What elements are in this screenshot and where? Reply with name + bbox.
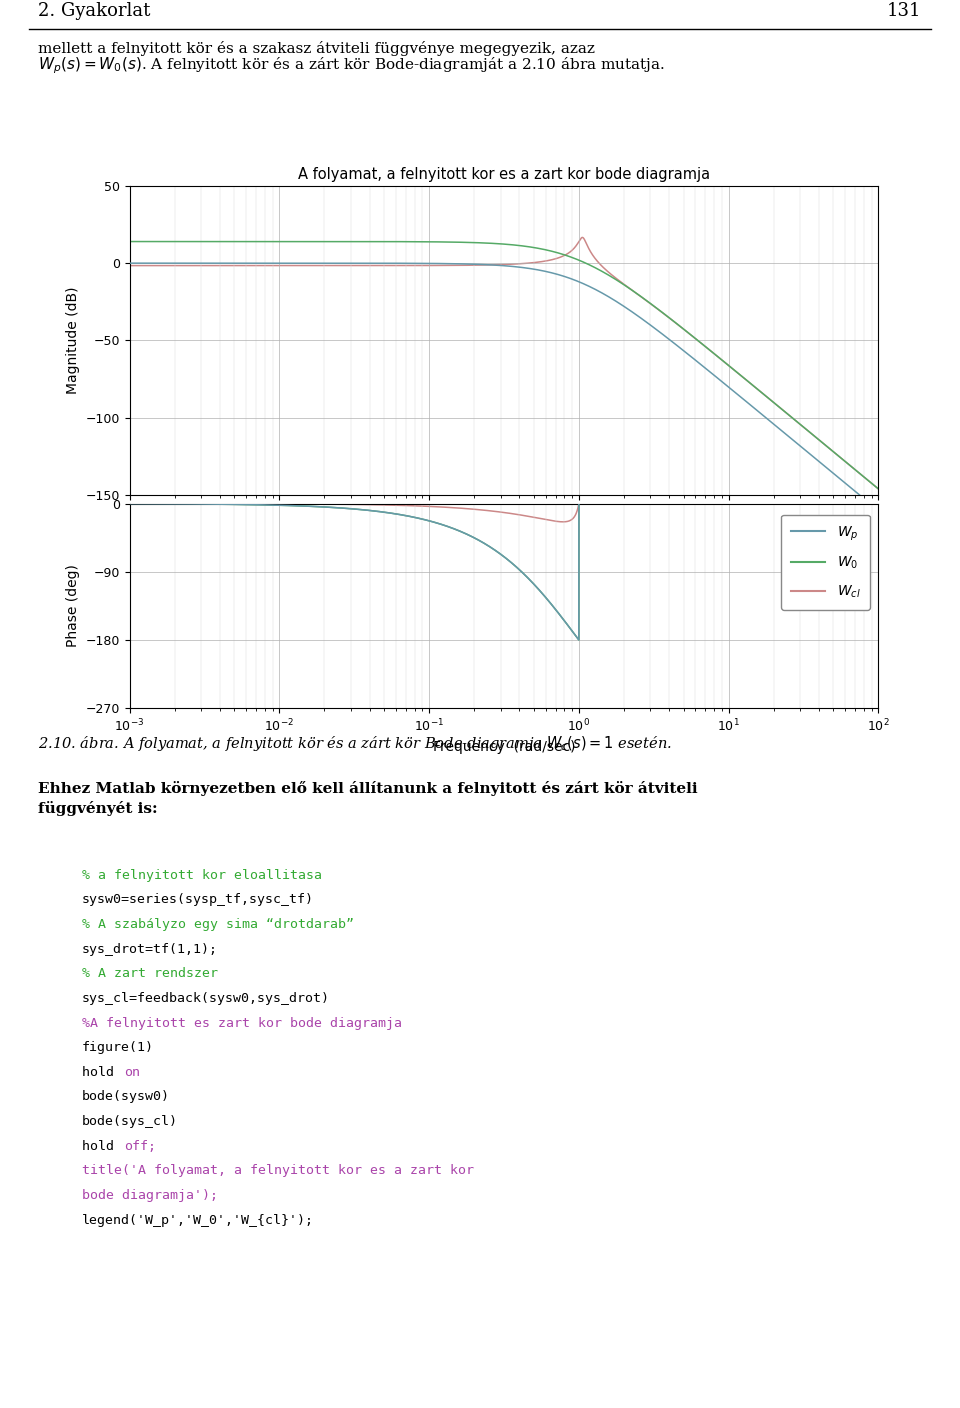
Text: 2. Gyakorlat: 2. Gyakorlat xyxy=(38,1,151,20)
Text: title('A folyamat, a felnyitott kor es a zart kor: title('A folyamat, a felnyitott kor es a… xyxy=(82,1164,473,1177)
Text: figure(1): figure(1) xyxy=(82,1042,154,1055)
Text: % A zart rendszer: % A zart rendszer xyxy=(82,967,218,980)
Text: legend('W_p','W_0','W_{cl}');: legend('W_p','W_0','W_{cl}'); xyxy=(82,1214,314,1226)
Legend: $W_p$, $W_0$, $W_{cl}$: $W_p$, $W_0$, $W_{cl}$ xyxy=(781,514,870,610)
Y-axis label: Phase (deg): Phase (deg) xyxy=(66,565,80,648)
Text: hold: hold xyxy=(82,1066,122,1079)
Text: hold: hold xyxy=(82,1140,122,1153)
Text: bode(sys_cl): bode(sys_cl) xyxy=(82,1115,178,1128)
Title: A folyamat, a felnyitott kor es a zart kor bode diagramja: A folyamat, a felnyitott kor es a zart k… xyxy=(298,168,710,182)
Text: bode diagramja');: bode diagramja'); xyxy=(82,1188,218,1202)
Text: Ehhez Matlab környezetben elő kell állítanunk a felnyitott és zárt kör átviteli
: Ehhez Matlab környezetben elő kell állít… xyxy=(38,781,698,817)
Text: 2.10. ábra. A folyamat, a felnyitott kör és a zárt kör Bode-diagramja $W_c(s) = : 2.10. ábra. A folyamat, a felnyitott kör… xyxy=(38,734,672,752)
Text: % A szabályzo egy sima “drotdarab”: % A szabályzo egy sima “drotdarab” xyxy=(82,918,353,931)
Text: % a felnyitott kor eloallitasa: % a felnyitott kor eloallitasa xyxy=(82,869,322,881)
Text: sys_drot=tf(1,1);: sys_drot=tf(1,1); xyxy=(82,943,218,956)
Text: sys_cl=feedback(sysw0,sys_drot): sys_cl=feedback(sysw0,sys_drot) xyxy=(82,993,329,1005)
Text: $W_p(s) = W_0(s)$. A felnyitott kör és a zárt kör Bode-diagramját a 2.10 ábra mu: $W_p(s) = W_0(s)$. A felnyitott kör és a… xyxy=(38,55,665,76)
Text: %A felnyitott es zart kor bode diagramja: %A felnyitott es zart kor bode diagramja xyxy=(82,1017,401,1029)
Text: off;: off; xyxy=(124,1140,156,1153)
Text: 131: 131 xyxy=(887,1,922,20)
X-axis label: Frequency  (rad/sec): Frequency (rad/sec) xyxy=(433,741,575,755)
Text: sysw0=series(sysp_tf,sysc_tf): sysw0=series(sysp_tf,sysc_tf) xyxy=(82,894,314,907)
Text: mellett a felnyitott kör és a szakasz átviteli függvénye megegyezik, azaz: mellett a felnyitott kör és a szakasz át… xyxy=(38,41,595,56)
Text: on: on xyxy=(124,1066,140,1079)
Text: bode(sysw0): bode(sysw0) xyxy=(82,1091,170,1104)
Y-axis label: Magnitude (dB): Magnitude (dB) xyxy=(66,287,80,394)
